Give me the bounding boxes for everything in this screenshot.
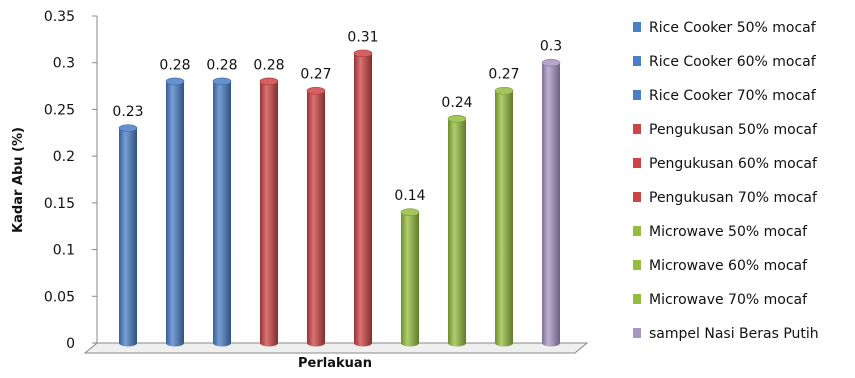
legend-swatch [633, 158, 641, 168]
data-label: 0.23 [112, 104, 143, 120]
data-label: 0.24 [441, 95, 472, 111]
bar [494, 86, 514, 347]
legend-item: Rice Cooker 50% mocaf [633, 20, 817, 36]
bar-top-cap [400, 208, 420, 216]
y-tick-label: 0.3 [53, 56, 75, 72]
legend-label: Pengukusan 60% mocaf [649, 156, 818, 172]
legend-item: Rice Cooker 70% mocaf [633, 88, 817, 104]
legend-swatch [633, 90, 641, 100]
legend-swatch [633, 328, 641, 338]
data-label: 0.3 [540, 39, 562, 55]
bar-top-cap [118, 124, 138, 132]
bar-body [307, 90, 325, 347]
bar [353, 49, 373, 347]
bar-body [542, 62, 560, 347]
bar [400, 208, 420, 347]
y-tick-label: 0.15 [44, 196, 75, 212]
bar [541, 58, 561, 347]
bar [165, 77, 185, 347]
bar [306, 86, 326, 347]
legend-swatch [633, 226, 641, 236]
bar-top-cap [541, 58, 561, 67]
bar-body [401, 212, 419, 347]
legend-label: Pengukusan 50% mocaf [649, 122, 818, 138]
y-axis: 0 0.05 0.1 0.15 0.2 0.25 0.3 0.35 [44, 9, 98, 352]
legend-item: Pengukusan 60% mocaf [633, 156, 818, 172]
legend-label: Pengukusan 70% mocaf [649, 190, 818, 206]
data-label: 0.28 [159, 57, 190, 73]
y-tick-label: 0.1 [53, 243, 75, 259]
legend-item: Rice Cooker 60% mocaf [633, 54, 817, 70]
legend-swatch [633, 260, 641, 270]
data-label: 0.27 [300, 67, 331, 83]
legend-item: Microwave 60% mocaf [633, 258, 808, 274]
legend-label: Rice Cooker 70% mocaf [649, 88, 817, 104]
legend-item: Microwave 70% mocaf [633, 292, 808, 308]
legend-swatch [633, 192, 641, 202]
bar-top-cap [165, 77, 185, 86]
y-axis-title: Kadar Abu (%) [11, 127, 26, 233]
bar-top-cap [212, 77, 232, 86]
data-labels: 0.23 0.28 0.28 0.28 0.27 0.31 0.14 0.24 0.27 0.3 [112, 29, 562, 204]
bar-top-cap [494, 86, 514, 95]
bar-body [448, 118, 466, 347]
bar-body [213, 81, 231, 347]
legend-label: Microwave 50% mocaf [649, 224, 808, 240]
y-tick-label: 0.2 [53, 149, 75, 165]
bar-body [495, 90, 513, 347]
bar [118, 124, 138, 347]
x-axis-title: Perlakuan [298, 356, 372, 371]
bar [447, 114, 467, 347]
bar [259, 77, 279, 347]
y-tick-label: 0 [66, 336, 75, 352]
bars [118, 49, 561, 347]
data-label: 0.27 [488, 67, 519, 83]
data-label: 0.14 [394, 188, 425, 204]
legend-item: sampel Nasi Beras Putih [633, 326, 819, 342]
data-label: 0.31 [347, 29, 378, 45]
legend-label: Microwave 60% mocaf [649, 258, 808, 274]
legend: Rice Cooker 50% mocaf Rice Cooker 60% moc… [633, 20, 819, 342]
legend-label: Rice Cooker 50% mocaf [649, 20, 817, 36]
bar-top-cap [259, 77, 279, 86]
y-tick-label: 0.05 [44, 289, 75, 305]
legend-label: sampel Nasi Beras Putih [649, 326, 819, 342]
bar-body [166, 81, 184, 347]
legend-item: Pengukusan 70% mocaf [633, 190, 818, 206]
legend-swatch [633, 294, 641, 304]
bar-body [260, 81, 278, 347]
bar-body [119, 128, 137, 347]
legend-swatch [633, 22, 641, 32]
legend-label: Rice Cooker 60% mocaf [649, 54, 817, 70]
bar-top-cap [306, 86, 326, 95]
legend-item: Microwave 50% mocaf [633, 224, 808, 240]
y-tick-label: 0.35 [44, 9, 75, 25]
legend-swatch [633, 56, 641, 66]
y-tick-label: 0.25 [44, 102, 75, 118]
legend-swatch [633, 124, 641, 134]
bar-top-cap [353, 49, 373, 58]
legend-item: Pengukusan 50% mocaf [633, 122, 818, 138]
legend-label: Microwave 70% mocaf [649, 292, 808, 308]
bar-top-cap [447, 114, 467, 123]
bar-body [354, 53, 372, 347]
data-label: 0.28 [253, 57, 284, 73]
data-label: 0.28 [206, 57, 237, 73]
bar [212, 77, 232, 347]
